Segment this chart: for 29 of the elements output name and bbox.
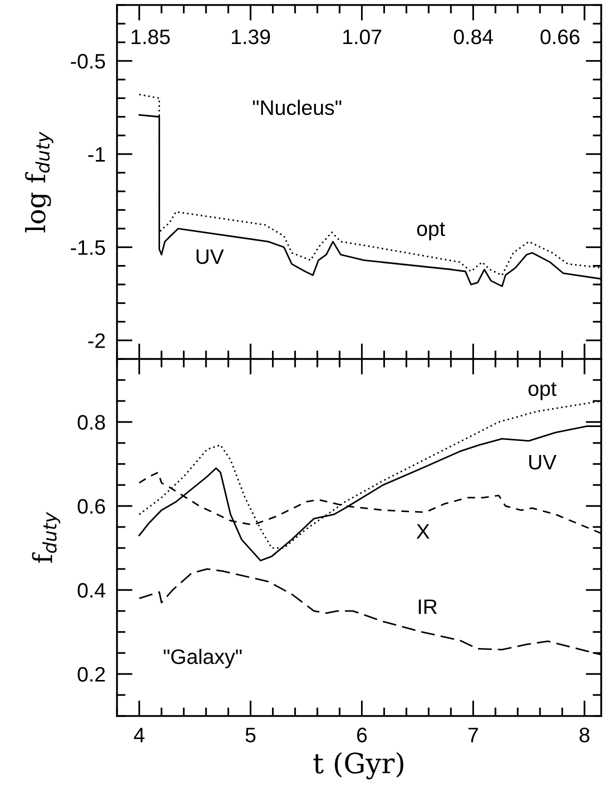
annotation: UV — [529, 455, 556, 470]
annotation: 1.07 — [343, 30, 382, 44]
annotation: X — [416, 524, 430, 539]
y-axis-title: log f$_{duty}$ — [25, 132, 54, 232]
annotation: opt — [417, 222, 446, 240]
annotation: IR — [418, 600, 437, 614]
y-tick-label: -1 — [88, 147, 105, 162]
annotation: 0.84 — [454, 30, 494, 44]
x-tick-label: 6 — [357, 728, 367, 742]
annotation: UV — [196, 250, 224, 264]
y-tick-label: 0.4 — [78, 582, 106, 598]
x-tick-label: 4 — [134, 728, 144, 742]
y-tick-label: 0.6 — [78, 498, 105, 514]
y-axis-title: f$_{duty}$ — [32, 512, 60, 563]
x-axis-title: t (Gyr) — [313, 752, 404, 780]
y-tick-label: -1.5 — [70, 240, 105, 255]
annotation: "Galaxy" — [164, 648, 242, 668]
y-tick-label: -2 — [88, 333, 105, 348]
y-tick-label: 0.8 — [78, 414, 105, 430]
annotation: 1.85 — [132, 30, 170, 44]
y-tick-label: -0.5 — [70, 54, 105, 69]
annotation: 1.39 — [232, 30, 270, 44]
x-tick-label: 5 — [246, 728, 256, 742]
annotation: opt — [528, 382, 556, 400]
annotation: 0.66 — [540, 30, 580, 44]
x-tick-label: 8 — [580, 728, 590, 742]
annotation: "Nucleus" — [252, 100, 342, 116]
x-tick-label: 7 — [468, 728, 478, 742]
y-tick-label: 0.2 — [78, 666, 105, 682]
